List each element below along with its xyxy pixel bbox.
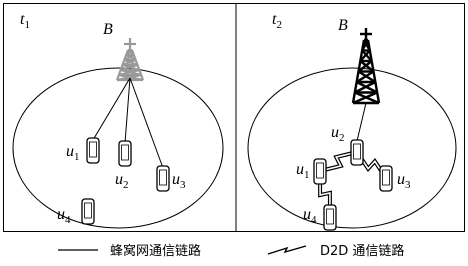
cell-coverage <box>13 68 223 228</box>
phone <box>119 141 131 166</box>
diagram: 蜂窝网通信链路 D2D 通信链路 t1Bu1u2u3u4t2Bu1u2u3u4 <box>0 0 468 266</box>
label-index: 2 <box>276 19 282 31</box>
label: u1 <box>296 161 310 181</box>
base-station-label: B <box>338 17 348 34</box>
label-letter: u <box>57 206 65 223</box>
phone <box>351 140 363 165</box>
label: u3 <box>397 171 411 191</box>
legend-label: D2D 通信链路 <box>320 243 404 259</box>
tower <box>353 28 379 103</box>
label-index: 2 <box>123 179 129 191</box>
label-letter: u <box>303 206 311 223</box>
label: u1 <box>66 143 80 163</box>
phone <box>82 199 94 224</box>
label: u4 <box>303 206 317 226</box>
label: t2 <box>272 11 282 31</box>
label-index: 2 <box>339 132 345 144</box>
label-index: 3 <box>180 179 186 191</box>
tower <box>117 38 143 80</box>
label-index: 4 <box>311 214 317 226</box>
phone <box>157 166 169 191</box>
phone <box>324 205 336 230</box>
label: u3 <box>172 171 186 191</box>
cellular-link <box>125 78 130 143</box>
base-station-label: B <box>103 21 113 38</box>
legend-label: 蜂窝网通信链路 <box>110 243 201 259</box>
phone <box>380 166 392 191</box>
label-letter: u <box>397 171 405 188</box>
label-letter: u <box>115 171 123 188</box>
label-index: 1 <box>74 151 80 163</box>
label: u4 <box>57 206 71 226</box>
legend-d2d-line <box>268 246 306 254</box>
label-index: 1 <box>24 19 30 31</box>
label: u2 <box>331 124 345 144</box>
phone <box>87 138 99 163</box>
label: u2 <box>115 171 129 191</box>
frame <box>4 4 465 232</box>
label-letter: u <box>296 161 304 178</box>
cellular-link <box>357 103 366 141</box>
label-letter: u <box>66 143 74 160</box>
legend: 蜂窝网通信链路 D2D 通信链路 <box>58 243 404 259</box>
label-letter: u <box>172 171 180 188</box>
cellular-link <box>93 78 130 140</box>
cellular-link <box>130 78 163 168</box>
label: t1 <box>20 11 30 31</box>
label-index: 1 <box>304 169 310 181</box>
label-index: 4 <box>65 214 71 226</box>
phone <box>314 159 326 184</box>
label-index: 3 <box>405 179 411 191</box>
label-letter: u <box>331 124 339 141</box>
